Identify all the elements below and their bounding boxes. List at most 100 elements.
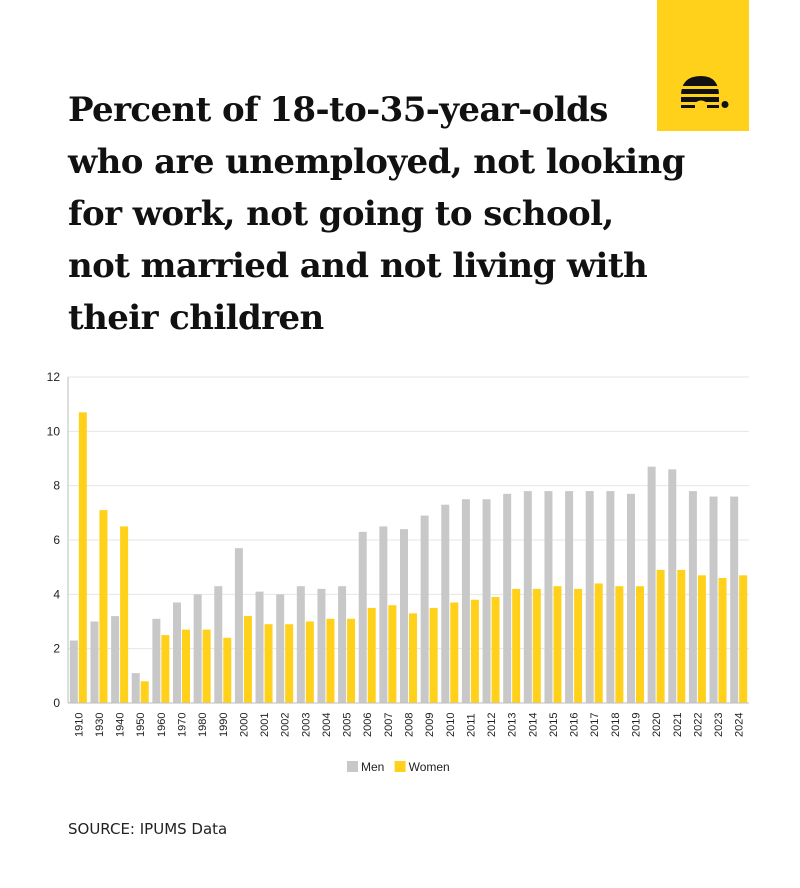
men-bar	[111, 616, 120, 703]
women-bar	[532, 588, 541, 703]
x-tick-label: 2016	[569, 713, 581, 737]
x-tick-label: 2015	[548, 713, 560, 737]
x-tick-label: 2024	[734, 713, 746, 737]
men-bar	[214, 586, 223, 703]
x-tick-label: 2011	[465, 713, 477, 737]
men-bar	[193, 594, 202, 703]
x-tick-label: 2018	[610, 713, 622, 737]
legend-swatch	[394, 761, 406, 772]
women-bar	[450, 602, 459, 703]
men-bar	[173, 602, 181, 703]
y-tick-label: 0	[53, 696, 60, 710]
women-bar	[656, 569, 665, 703]
men-bar	[523, 491, 532, 703]
x-tick-label: 2014	[527, 713, 539, 737]
x-tick-label: 2001	[259, 713, 271, 737]
women-bar	[718, 578, 727, 703]
gridlines	[68, 376, 749, 650]
men-bar	[276, 594, 285, 703]
men-bar	[441, 504, 450, 703]
y-tick-label: 12	[47, 370, 61, 384]
women-bar	[388, 605, 397, 703]
x-tick-label: 2007	[383, 713, 395, 737]
men-bar	[69, 640, 78, 703]
women-bar	[347, 618, 356, 703]
legend: Men Women	[347, 760, 450, 774]
men-bar	[338, 586, 347, 703]
women-bar	[739, 575, 748, 703]
men-bar	[606, 491, 615, 703]
men-bar	[585, 491, 594, 703]
women-bar	[697, 575, 706, 703]
men-bar	[152, 618, 161, 703]
x-tick-label: 1930	[94, 713, 106, 737]
chart-title: Percent of 18-to-35-year-olds who are un…	[68, 90, 685, 338]
women-bar	[594, 583, 603, 703]
men-bar	[296, 586, 305, 703]
x-tick-label: 2020	[651, 713, 663, 737]
x-tick-label: 1940	[115, 713, 127, 737]
logo-badge	[657, 0, 749, 131]
x-tick-label: 2004	[321, 713, 333, 737]
women-bar	[305, 621, 314, 703]
men-bar	[688, 491, 697, 703]
women-bar	[429, 607, 438, 703]
x-tick-label: 1970	[177, 713, 189, 737]
women-bar	[677, 569, 686, 703]
women-bar	[574, 588, 583, 703]
women-bar	[491, 597, 500, 703]
men-bar	[90, 621, 99, 703]
men-bar	[709, 496, 718, 703]
men-bar	[400, 529, 408, 703]
women-bar	[182, 629, 190, 703]
source-note: SOURCE: IPUMS Data	[68, 820, 228, 838]
men-bar	[627, 493, 635, 703]
women-bar	[78, 412, 87, 703]
men-bar	[482, 499, 491, 703]
men-bar	[358, 531, 367, 703]
women-bar	[367, 607, 376, 703]
men-bar	[317, 588, 326, 703]
women-bar	[223, 637, 232, 703]
y-tick-label: 4	[53, 587, 60, 601]
women-bar	[326, 618, 335, 703]
x-tick-label: 2017	[589, 713, 601, 737]
y-tick-label: 2	[53, 642, 60, 656]
women-bar	[512, 588, 521, 703]
beehive-icon	[679, 76, 729, 109]
women-bar	[553, 586, 562, 703]
x-tick-label: 2006	[362, 713, 374, 737]
x-tick-label: 2013	[507, 713, 519, 737]
x-tick-label: 2002	[280, 713, 292, 737]
men-bar	[234, 548, 243, 703]
men-bar	[461, 499, 470, 703]
x-axis-ticks: 1910 1930 1940 1950 1960 1970 1980 1990 2000 2001…	[73, 713, 745, 737]
men-bar	[420, 515, 429, 703]
men-bar	[131, 673, 140, 703]
y-axis-ticks: 0 2 4 6 8 10 12	[47, 370, 61, 710]
women-bar	[285, 624, 294, 703]
bars	[69, 412, 748, 703]
women-bar	[202, 629, 211, 703]
women-bar	[615, 586, 624, 703]
legend-label: Men	[361, 760, 384, 774]
women-bar	[120, 526, 129, 703]
x-tick-label: 2019	[631, 713, 643, 737]
men-bar	[647, 466, 656, 703]
x-tick-label: 2005	[342, 713, 354, 737]
y-tick-label: 8	[53, 479, 60, 493]
x-tick-label: 2000	[238, 713, 250, 737]
x-tick-label: 2022	[692, 713, 704, 737]
women-bar	[140, 681, 149, 703]
x-tick-label: 1960	[156, 713, 168, 737]
x-tick-label: 2008	[404, 713, 416, 737]
men-bar	[544, 491, 553, 703]
x-tick-label: 2003	[300, 713, 312, 737]
y-tick-label: 6	[53, 533, 60, 547]
x-tick-label: 2012	[486, 713, 498, 737]
x-tick-label: 2010	[445, 713, 457, 737]
x-tick-label: 1980	[197, 713, 209, 737]
women-bar	[409, 613, 417, 703]
men-bar	[565, 491, 574, 703]
